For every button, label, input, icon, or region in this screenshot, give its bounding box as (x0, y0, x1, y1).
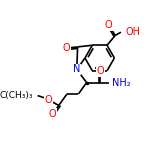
Text: C(CH₃)₃: C(CH₃)₃ (0, 91, 33, 100)
Text: N: N (73, 64, 80, 74)
Text: O: O (105, 20, 112, 30)
Text: O: O (44, 95, 52, 105)
Text: O: O (62, 43, 70, 53)
Text: NH₂: NH₂ (112, 78, 131, 88)
Text: OH: OH (125, 27, 140, 37)
Text: O: O (49, 109, 56, 119)
Text: O: O (97, 66, 104, 76)
